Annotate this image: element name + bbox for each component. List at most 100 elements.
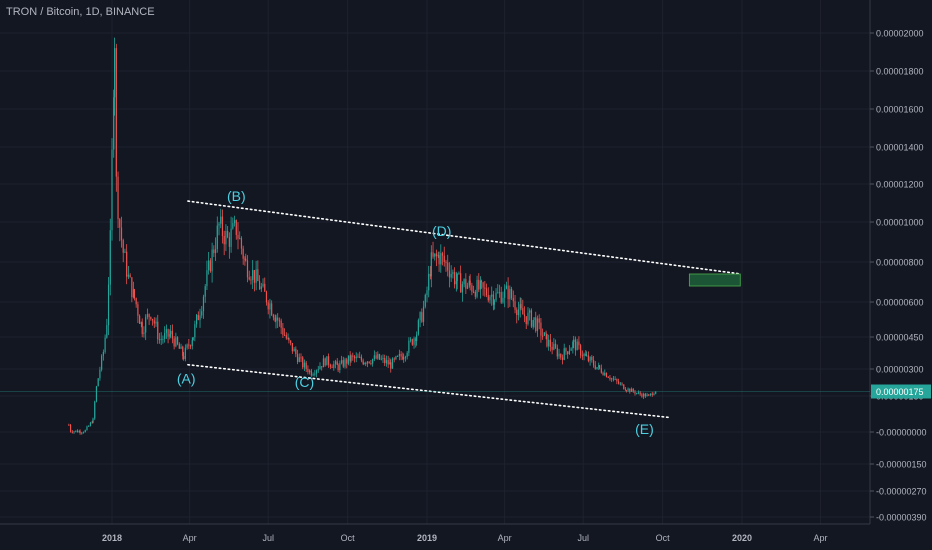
- candle-body: [523, 314, 526, 317]
- candle-body: [310, 370, 312, 376]
- candle-body: [611, 378, 613, 380]
- trendline-lower: [187, 363, 672, 419]
- candle-body: [492, 294, 495, 305]
- candle-body: [450, 273, 452, 278]
- candle-body: [257, 269, 259, 282]
- candle-body: [389, 362, 391, 365]
- candle-body: [120, 227, 123, 241]
- candle-body: [532, 320, 534, 327]
- candle-body: [314, 373, 316, 375]
- candle-body: [250, 279, 252, 281]
- candle-body: [576, 341, 578, 351]
- candle-body: [623, 384, 625, 390]
- candle-body: [637, 392, 640, 394]
- candle-body: [265, 291, 268, 303]
- candle-body: [336, 361, 338, 365]
- y-tick-label: 0.00001400: [876, 143, 924, 153]
- candle-body: [560, 353, 562, 358]
- candle-body: [216, 225, 218, 250]
- candle-body: [230, 228, 232, 247]
- candle-body: [280, 320, 282, 328]
- candle-body: [644, 393, 646, 397]
- candle-body: [221, 216, 224, 236]
- candle-body: [643, 393, 645, 397]
- candle-body: [302, 357, 304, 368]
- candle-body: [307, 368, 309, 373]
- candle-body: [586, 355, 588, 357]
- candle-body: [432, 252, 434, 257]
- candle-body: [646, 394, 648, 397]
- candle-body: [290, 340, 292, 343]
- candle-body: [237, 234, 239, 239]
- candle-body: [514, 301, 516, 310]
- candle-body: [73, 431, 75, 433]
- candle-body: [240, 238, 243, 249]
- candle-body: [619, 383, 621, 385]
- candle-body: [252, 270, 254, 280]
- candle-body: [398, 353, 400, 356]
- candle-body: [437, 255, 439, 257]
- candle-body: [68, 424, 70, 426]
- candle-body: [235, 220, 237, 235]
- candle-body: [255, 269, 257, 283]
- candle-body: [362, 360, 364, 364]
- candle-body: [542, 335, 544, 337]
- candle-body: [535, 317, 537, 331]
- candle-body: [267, 302, 269, 310]
- candle-body: [567, 351, 569, 354]
- candle-body: [473, 291, 475, 293]
- candle-body: [92, 418, 94, 423]
- candle-body: [378, 354, 381, 360]
- candle-body: [460, 273, 462, 293]
- candle-body: [349, 355, 351, 361]
- candle-body: [298, 357, 300, 362]
- candle-body: [430, 252, 432, 277]
- candle-body: [347, 355, 350, 364]
- candle-body: [536, 318, 539, 331]
- candle-body: [107, 284, 110, 326]
- candle-body: [165, 329, 167, 333]
- candle-body: [264, 283, 266, 292]
- candle-body: [277, 317, 279, 321]
- candle-body: [480, 280, 482, 283]
- y-tick-label: 0.00002000: [876, 29, 924, 39]
- candle-body: [113, 97, 115, 150]
- candle-body: [616, 379, 618, 382]
- candle-body: [540, 322, 542, 336]
- candle-body: [233, 220, 236, 224]
- candle-body: [417, 320, 419, 335]
- candle-body: [627, 388, 629, 391]
- candle-body: [199, 315, 201, 320]
- candle-body: [75, 430, 77, 432]
- candle-body: [95, 386, 98, 402]
- candle-body: [287, 338, 289, 340]
- candle-body: [175, 337, 177, 347]
- candle-body: [312, 374, 314, 376]
- candle-body: [106, 325, 108, 338]
- candle-body: [117, 176, 119, 220]
- candle-body: [260, 286, 262, 290]
- candle-body: [126, 251, 128, 277]
- candle-body: [578, 341, 580, 346]
- candle-body: [440, 253, 442, 265]
- candle-body: [239, 238, 241, 240]
- candle-body: [109, 230, 111, 285]
- x-tick-label: Jul: [262, 533, 274, 543]
- x-tick-label: Oct: [341, 533, 356, 543]
- candle-body: [583, 353, 585, 357]
- wave-label: (C): [295, 374, 314, 390]
- candle-body: [164, 332, 166, 339]
- x-tick-label: Apr: [498, 533, 512, 543]
- candle-body: [170, 330, 172, 335]
- candle-body: [197, 314, 199, 320]
- candle-body: [315, 370, 318, 374]
- candle-body: [456, 273, 458, 282]
- candle-body: [591, 357, 593, 361]
- candle-body: [167, 329, 169, 337]
- candle-body: [621, 383, 623, 385]
- x-axis[interactable]: 2018 Apr Jul Oct 2019 Apr Jul Oct 2020 Apr: [0, 523, 932, 550]
- candle-body: [171, 330, 174, 339]
- candle-body: [326, 356, 328, 366]
